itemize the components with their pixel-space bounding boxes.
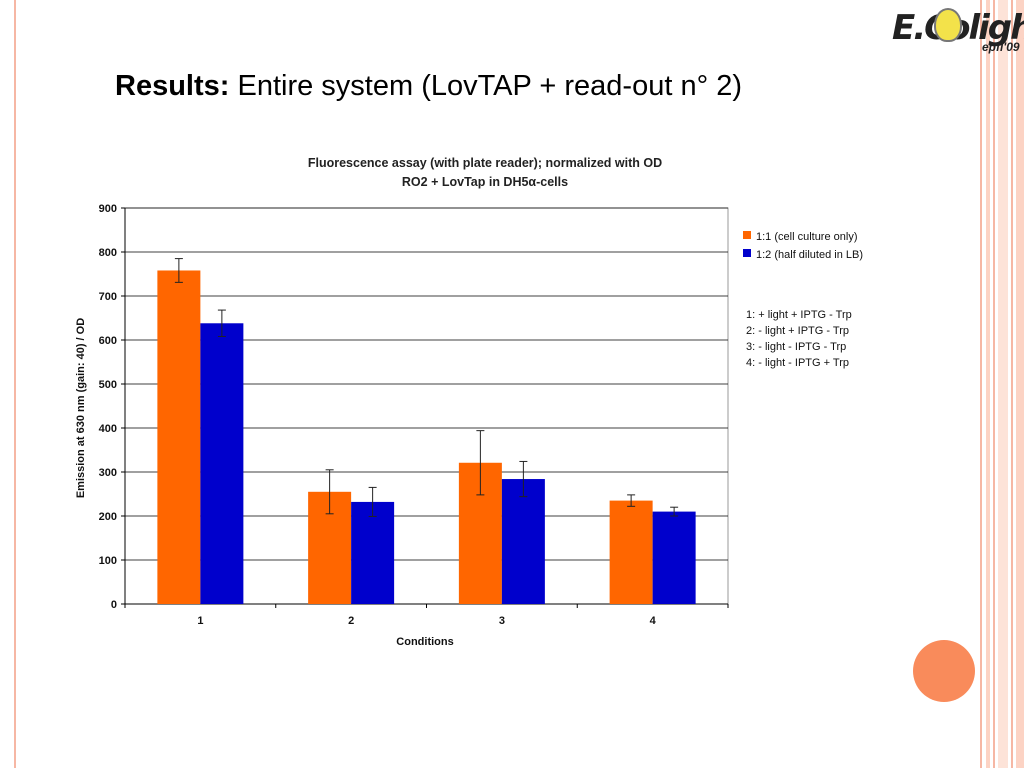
legend-label: 1:2 (half diluted in LB) xyxy=(756,249,863,261)
y-tick-label: 200 xyxy=(99,511,117,523)
decorative-circle xyxy=(913,640,975,702)
x-tick-label: 2 xyxy=(348,615,354,627)
bar-chart: Fluorescence assay (with plate reader); … xyxy=(75,156,863,648)
bar xyxy=(200,323,244,604)
y-tick-label: 300 xyxy=(99,467,117,479)
legend-label: 1:1 (cell culture only) xyxy=(756,231,858,243)
left-border-line xyxy=(14,0,16,768)
legend-swatch xyxy=(743,249,751,257)
condition-note: 4: - light - IPTG + Trp xyxy=(746,357,849,369)
y-tick-label: 900 xyxy=(99,203,117,215)
legend-swatch xyxy=(743,231,751,239)
chart-title: Fluorescence assay (with plate reader); … xyxy=(308,156,662,170)
bar xyxy=(652,511,696,604)
ecolight-logo: E.Colight epfl'09 xyxy=(888,2,1024,64)
y-tick-label: 800 xyxy=(99,247,117,259)
bar xyxy=(351,501,395,604)
bar xyxy=(157,270,201,604)
slide-title-bold: Results: xyxy=(115,70,230,102)
y-tick-label: 500 xyxy=(99,379,117,391)
chart-subtitle: RO2 + LovTap in DH5α-cells xyxy=(402,175,568,189)
plot-area: 0 100 200 300 400 500 600 700 800 900 1 2 3 4 xyxy=(99,203,729,627)
x-tick-label: 4 xyxy=(650,615,657,627)
condition-note: 3: - light - IPTG - Trp xyxy=(746,341,846,353)
y-tick-label: 700 xyxy=(99,291,117,303)
y-axis-title: Emission at 630 nm (gain: 40) / OD xyxy=(75,318,87,498)
bar xyxy=(501,479,545,604)
bar xyxy=(609,500,653,604)
y-tick-label: 600 xyxy=(99,335,117,347)
x-tick-label: 1 xyxy=(197,615,203,627)
legend: 1:1 (cell culture only) 1:2 (half diluted… xyxy=(743,231,863,261)
y-tick-label: 0 xyxy=(111,599,117,611)
lightbulb-icon xyxy=(934,8,962,42)
condition-notes: 1: + light + IPTG - Trp 2: - light + IPTG… xyxy=(746,309,852,369)
slide-title-rest: Entire system (LovTAP + read-out n° 2) xyxy=(229,70,743,102)
x-axis-title: Conditions xyxy=(396,636,453,648)
y-tick-label: 100 xyxy=(99,555,117,567)
logo-subtext: epfl'09 xyxy=(982,40,1020,54)
condition-note: 1: + light + IPTG - Trp xyxy=(746,309,852,321)
y-tick-label: 400 xyxy=(99,423,117,435)
right-border-stripes xyxy=(980,0,1024,768)
x-tick-label: 3 xyxy=(499,615,505,627)
slide-title: Results: Entire system (LovTAP + read-ou… xyxy=(115,70,742,103)
condition-note: 2: - light + IPTG - Trp xyxy=(746,325,849,337)
